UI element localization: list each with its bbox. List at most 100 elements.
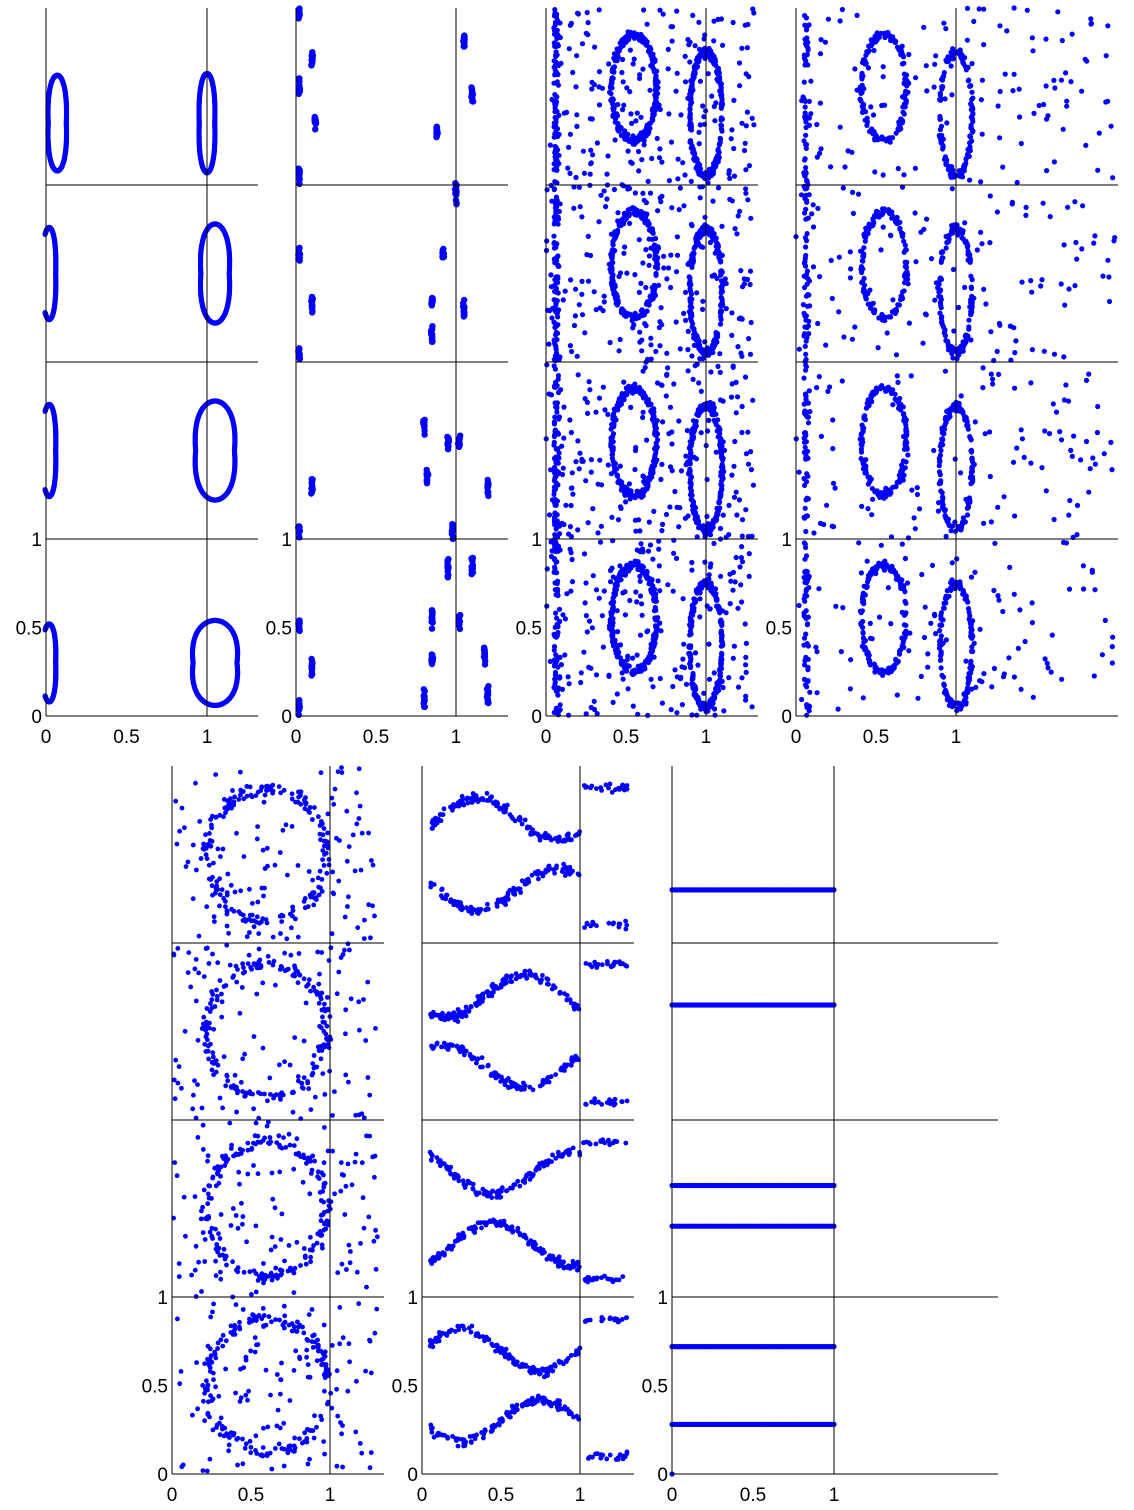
chaotic-point (565, 674, 571, 680)
chaotic-point (615, 125, 621, 131)
chaotic-point (689, 602, 695, 609)
chaotic-point (624, 270, 630, 276)
chaotic-point (697, 614, 703, 620)
chaotic-point (739, 429, 745, 436)
chaotic-point (739, 517, 746, 523)
chaotic-point (709, 233, 715, 239)
chaotic-point (700, 306, 706, 312)
chaotic-point (615, 517, 622, 523)
chaotic-point (721, 708, 727, 714)
chaotic-point (718, 665, 724, 672)
chaotic-point (618, 505, 624, 511)
chaotic-point (672, 667, 678, 673)
island-point (311, 113, 318, 121)
chaotic-point (620, 676, 626, 682)
chaotic-point (556, 208, 562, 215)
chaotic-point (741, 281, 748, 287)
chaotic-point (637, 548, 643, 554)
chaotic-point (689, 427, 696, 433)
island-point (308, 298, 315, 305)
island-point (312, 126, 319, 133)
chaotic-point (554, 405, 560, 411)
chaotic-point (733, 554, 739, 561)
chaotic-point (617, 642, 624, 648)
chaotic-point (653, 73, 659, 79)
chaotic-point (644, 437, 650, 443)
chaotic-point (718, 573, 724, 579)
chaotic-point (555, 430, 561, 436)
chaotic-point (743, 662, 749, 668)
island-point (312, 120, 320, 127)
chaotic-point (698, 388, 704, 394)
chaotic-point (652, 617, 659, 623)
chaotic-point (588, 665, 594, 671)
chaotic-point (734, 231, 740, 237)
chaotic-point (656, 563, 662, 569)
chaotic-point (596, 595, 602, 601)
chaotic-point (734, 394, 741, 400)
chaotic-point (641, 136, 647, 142)
chaotic-point (695, 662, 701, 668)
chaotic-point (651, 458, 658, 464)
chaotic-point (748, 467, 755, 473)
island-point (308, 672, 315, 679)
chaotic-point (747, 281, 753, 288)
chaotic-point (552, 297, 558, 303)
chaotic-point (636, 289, 643, 295)
chaotic-point (667, 404, 674, 410)
island-point (449, 521, 457, 528)
chaotic-point (735, 344, 741, 350)
chaotic-point (551, 644, 558, 650)
chaotic-point (552, 502, 558, 508)
chaotic-point (575, 438, 581, 444)
chaotic-point (640, 493, 646, 499)
x-tick-label: 1 (202, 727, 213, 748)
chaotic-point (548, 392, 555, 398)
loop-point (231, 449, 238, 455)
chaotic-point (561, 435, 567, 441)
chaotic-point (738, 268, 744, 274)
loop-point (226, 272, 232, 278)
chaotic-point (556, 414, 563, 420)
chaotic-point (690, 683, 697, 689)
chaotic-point (696, 380, 702, 386)
chaotic-point (677, 185, 684, 191)
chaotic-point (582, 330, 588, 336)
chaotic-point (552, 240, 559, 246)
chaotic-point (626, 481, 633, 487)
chaotic-point (610, 416, 616, 422)
chaotic-point (636, 237, 642, 243)
chaotic-point (631, 322, 637, 328)
chaotic-point (606, 623, 613, 629)
island-point (309, 304, 316, 311)
loop-point (53, 272, 59, 278)
chaotic-point (610, 601, 616, 607)
chaotic-point (621, 250, 627, 256)
chaotic-point (553, 480, 559, 486)
chaotic-point (544, 566, 550, 572)
chaotic-point (607, 567, 614, 574)
chaotic-point (735, 213, 741, 219)
chaotic-point (653, 447, 659, 453)
chaotic-point (556, 606, 563, 612)
chaotic-point (610, 75, 616, 81)
chaotic-point (577, 204, 583, 210)
chaotic-point (623, 499, 629, 505)
chaotic-point (660, 419, 666, 425)
chaotic-point (646, 236, 652, 242)
chaotic-point (596, 219, 602, 225)
chaotic-point (720, 684, 726, 691)
chaotic-point (658, 628, 664, 634)
chaotic-point (745, 461, 752, 467)
chaotic-point (718, 268, 724, 275)
island-point (428, 660, 436, 668)
chaotic-point (615, 210, 621, 216)
chaotic-point (556, 708, 562, 715)
chaotic-point (554, 351, 560, 357)
chaotic-point (634, 561, 641, 567)
chaotic-point (546, 512, 553, 518)
chaotic-point (671, 537, 677, 543)
chaotic-point (590, 573, 596, 579)
chaotic-point (611, 462, 617, 468)
chaotic-point (637, 573, 643, 580)
